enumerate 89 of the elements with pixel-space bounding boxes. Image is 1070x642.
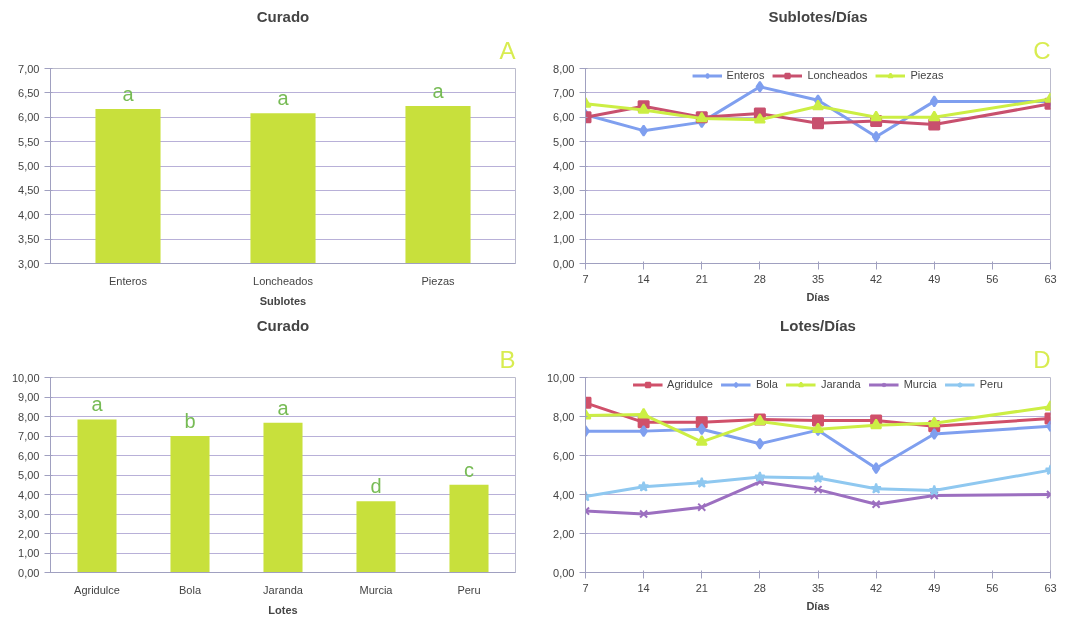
y-tick-label: 4,50 bbox=[18, 184, 40, 197]
x-tick-label: 7 bbox=[582, 272, 589, 285]
legend-label: Murcia bbox=[903, 378, 937, 390]
y-tick-label: 8,00 bbox=[553, 410, 575, 423]
x-tick-label: Peru bbox=[457, 583, 481, 596]
y-tick-label: 10,00 bbox=[546, 371, 575, 384]
legend-label: Jaranda bbox=[820, 378, 861, 390]
legend-label: Piezas bbox=[910, 69, 944, 81]
y-tick-label: 10,00 bbox=[11, 371, 40, 384]
y-tick-label: 1,00 bbox=[553, 233, 575, 246]
annotation: c bbox=[464, 458, 474, 481]
x-tick-label: 56 bbox=[986, 272, 999, 285]
y-tick-label: 3,50 bbox=[18, 233, 40, 246]
x-axis-title: Días bbox=[806, 599, 830, 612]
y-tick-label: 2,00 bbox=[553, 527, 575, 540]
x-tick-label: 35 bbox=[811, 581, 825, 594]
y-tick-label: 7,00 bbox=[18, 430, 40, 442]
x-tick-label: 7 bbox=[582, 581, 589, 594]
x-tick-label: Murcia bbox=[359, 583, 394, 596]
y-tick-label: 8,00 bbox=[553, 62, 575, 75]
annotation: a bbox=[277, 87, 290, 110]
legend-label: Enteros bbox=[726, 69, 765, 81]
x-tick-label: 21 bbox=[695, 272, 708, 285]
x-tick-label: 14 bbox=[637, 272, 650, 285]
x-tick-label: Enteros bbox=[109, 274, 148, 287]
x-axis-title: Lotes bbox=[268, 603, 298, 616]
x-tick-label: 56 bbox=[986, 581, 999, 594]
y-tick-label: 6,00 bbox=[18, 449, 40, 462]
chart-title: Lotes/Días bbox=[780, 316, 856, 334]
x-tick-label: Loncheados bbox=[253, 274, 314, 287]
y-tick-label: 7,00 bbox=[553, 86, 575, 99]
x-tick-label: 42 bbox=[870, 581, 883, 594]
text: D bbox=[1033, 345, 1051, 373]
y-tick-label: 0,00 bbox=[553, 257, 575, 270]
y-tick-label: 6,00 bbox=[553, 111, 575, 124]
y-tick-label: 8,00 bbox=[18, 410, 40, 423]
text: B bbox=[499, 345, 516, 373]
chart-title: Curado bbox=[256, 316, 310, 334]
x-tick-label: Piezas bbox=[421, 274, 456, 287]
x-tick-label: Bola bbox=[178, 583, 202, 596]
annotation: a bbox=[91, 393, 104, 416]
x-axis-title: Sublotes bbox=[259, 294, 307, 307]
x-tick-label: 28 bbox=[753, 581, 767, 594]
y-tick-label: 5,00 bbox=[553, 135, 575, 148]
y-tick-label: 4,00 bbox=[553, 488, 575, 501]
y-tick-label: 2,00 bbox=[553, 208, 575, 221]
x-axis-title: Días bbox=[806, 290, 830, 303]
x-tick-label: 63 bbox=[1044, 272, 1057, 285]
annotation: d bbox=[370, 475, 382, 498]
x-tick-label: 49 bbox=[928, 272, 941, 285]
annotation: a bbox=[432, 80, 445, 103]
x-tick-label: 63 bbox=[1044, 581, 1057, 594]
legend-label: Bola bbox=[755, 378, 778, 390]
y-tick-label: 1,00 bbox=[18, 547, 40, 559]
y-tick-label: 6,00 bbox=[18, 111, 40, 124]
annotation: a bbox=[122, 82, 135, 105]
x-tick-label: Agridulce bbox=[74, 583, 120, 596]
chart-title: Curado bbox=[256, 7, 310, 25]
legend-label: Agridulce bbox=[667, 378, 713, 390]
y-tick-label: 4,00 bbox=[18, 208, 40, 221]
x-tick-label: 14 bbox=[637, 581, 650, 594]
legend-label: Peru bbox=[979, 378, 1003, 390]
y-tick-label: 3,00 bbox=[18, 508, 40, 520]
y-tick-label: 3,00 bbox=[553, 184, 575, 197]
x-tick-label: Jaranda bbox=[263, 583, 304, 596]
annotation: b bbox=[184, 410, 196, 432]
y-tick-label: 0,00 bbox=[553, 566, 575, 579]
y-tick-label: 2,00 bbox=[18, 527, 40, 540]
y-tick-label: 5,50 bbox=[18, 135, 40, 148]
y-tick-label: 5,00 bbox=[18, 160, 40, 172]
x-tick-label: 28 bbox=[753, 272, 767, 285]
y-tick-label: 7,00 bbox=[18, 62, 40, 75]
y-tick-label: 5,00 bbox=[18, 469, 40, 481]
y-tick-label: 9,00 bbox=[18, 391, 40, 403]
x-tick-label: 35 bbox=[811, 272, 825, 285]
x-tick-label: 21 bbox=[695, 581, 708, 594]
y-tick-label: 6,50 bbox=[18, 86, 40, 99]
y-tick-label: 4,00 bbox=[18, 488, 40, 501]
legend-label: Loncheados bbox=[807, 69, 868, 81]
annotation: a bbox=[277, 396, 290, 419]
y-tick-label: 3,00 bbox=[18, 257, 40, 270]
x-tick-label: 42 bbox=[870, 272, 883, 285]
text: C bbox=[1033, 36, 1051, 64]
y-tick-label: 0,00 bbox=[18, 566, 40, 579]
x-tick-label: 49 bbox=[928, 581, 941, 594]
y-tick-label: 4,00 bbox=[553, 160, 575, 172]
chart-title: Sublotes/Días bbox=[768, 7, 868, 25]
text: A bbox=[499, 36, 516, 64]
y-tick-label: 6,00 bbox=[553, 449, 575, 462]
